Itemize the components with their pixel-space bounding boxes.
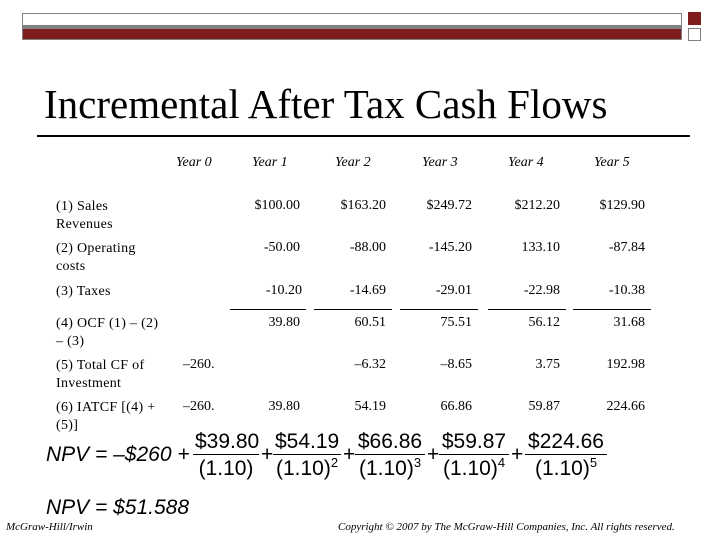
header-year-5: Year 5 [594, 155, 630, 170]
header-year-0: Year 0 [176, 155, 212, 170]
cell-opcost-y2: -88.00 [349, 240, 386, 255]
cell-totalcf-y5: 192.98 [606, 357, 646, 372]
slide-title: Incremental After Tax Cash Flows [44, 81, 608, 127]
npv-term-3: $66.86 (1.10)3 [355, 430, 425, 481]
cell-iatcf-y2: 54.19 [354, 399, 387, 414]
npv-term-5: $224.66 (1.10)5 [525, 430, 607, 481]
header-year-1: Year 1 [252, 155, 288, 170]
corner-square-outline [688, 28, 701, 41]
corner-square-filled [688, 12, 701, 25]
footer-publisher: McGraw-Hill/Irwin [6, 521, 93, 533]
header-year-4: Year 4 [508, 155, 544, 170]
cell-ocf-y4: 56.12 [528, 315, 561, 330]
cell-iatcf-y3: 66.86 [440, 399, 473, 414]
cell-iatcf-y4: 59.87 [528, 399, 561, 414]
title-rule [37, 135, 690, 137]
cell-ocf-y5: 31.68 [613, 315, 646, 330]
cell-totalcf-y4: 3.75 [535, 357, 561, 372]
row-label-taxes: (3) Taxes [56, 284, 111, 299]
cell-sales-y4: $212.20 [514, 198, 561, 213]
cell-iatcf-y0: –260. [183, 399, 215, 414]
cell-taxes-y3: -29.01 [400, 283, 478, 310]
npv-term-1: $39.80 (1.10) [193, 430, 260, 480]
cell-opcost-y5: -87.84 [608, 240, 645, 255]
cell-taxes-y5: -10.38 [573, 283, 651, 310]
cell-opcost-y1: -50.00 [263, 240, 300, 255]
npv-term-2: $54.19 (1.10)2 [273, 430, 341, 480]
footer-copyright: Copyright © 2007 by The McGraw-Hill Comp… [338, 521, 675, 533]
top-decorative-bar [22, 13, 682, 40]
header-year-3: Year 3 [422, 155, 458, 170]
cell-opcost-y3: -145.20 [428, 240, 472, 255]
npv-plus-1: + [261, 443, 274, 466]
row-label-sales: (1) Sales Revenues [56, 199, 113, 232]
npv-plus-3: + [427, 443, 440, 466]
cell-sales-y1: $100.00 [254, 198, 301, 213]
row-label-operating-costs: (2) Operating costs [56, 241, 136, 274]
npv-plus-2: + [343, 443, 356, 466]
npv-plus-4: + [511, 443, 524, 466]
cell-iatcf-y5: 224.66 [606, 399, 646, 414]
npv-equation-lhs: NPV = –$260 + [46, 443, 190, 466]
cell-sales-y3: $249.72 [426, 198, 473, 213]
row-label-ocf: (4) OCF (1) – (2) – (3) [56, 316, 159, 349]
cell-taxes-y4: -22.98 [488, 283, 566, 310]
npv-result: NPV = $51.588 [46, 496, 190, 519]
row-label-iatcf: (6) IATCF [(4) + (5)] [56, 400, 156, 433]
cell-totalcf-y2: –6.32 [354, 357, 387, 372]
cell-opcost-y4: 133.10 [521, 240, 561, 255]
cell-ocf-y1: 39.80 [268, 315, 301, 330]
cell-sales-y5: $129.90 [599, 198, 646, 213]
cell-sales-y2: $163.20 [340, 198, 387, 213]
npv-term-4: $59.87 (1.10)4 [439, 430, 509, 481]
cell-taxes-y1: -10.20 [230, 283, 306, 310]
cell-totalcf-y3: –8.65 [440, 357, 473, 372]
cell-ocf-y3: 75.51 [440, 315, 473, 330]
cell-totalcf-y0: –260. [183, 357, 215, 372]
row-label-total-cf: (5) Total CF of Investment [56, 358, 145, 391]
cell-taxes-y2: -14.69 [314, 283, 392, 310]
cell-iatcf-y1: 39.80 [268, 399, 301, 414]
cell-ocf-y2: 60.51 [354, 315, 387, 330]
header-year-2: Year 2 [335, 155, 371, 170]
